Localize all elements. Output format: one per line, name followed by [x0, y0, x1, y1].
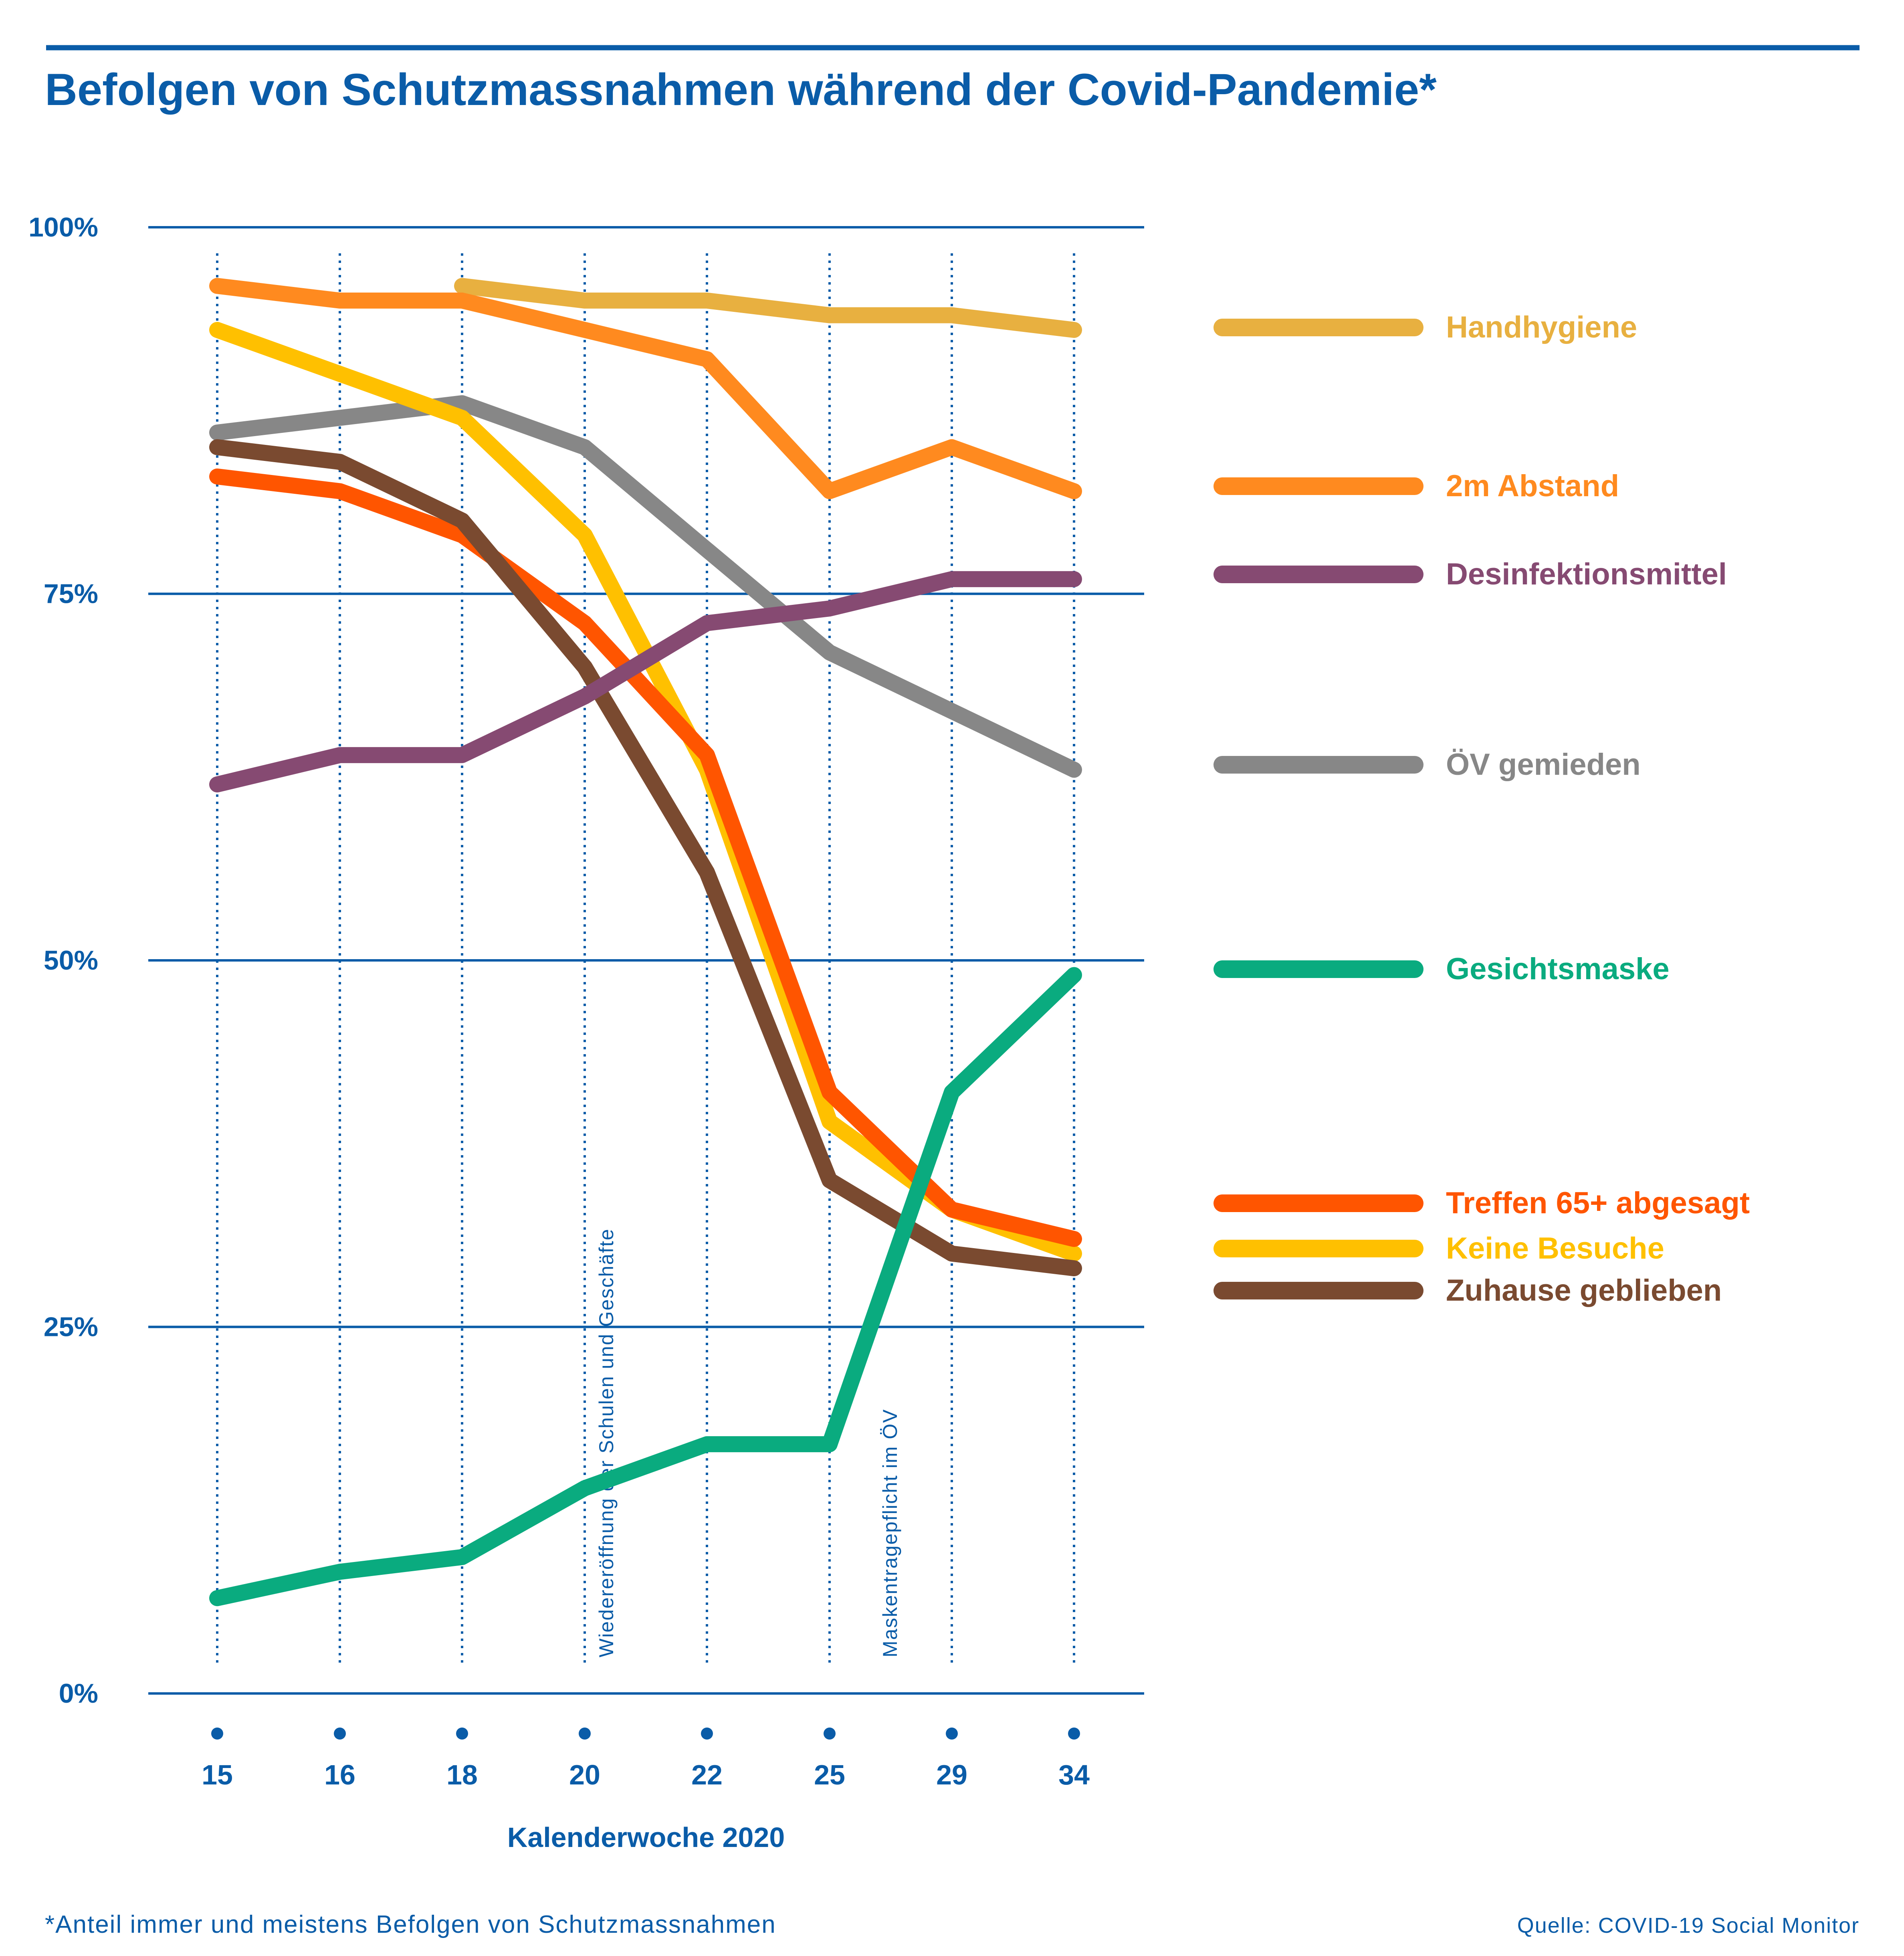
- x-tick-label: 25: [814, 1759, 845, 1790]
- x-tick-label: 15: [202, 1759, 233, 1790]
- legend-label: Treffen 65+ abgesagt: [1446, 1186, 1750, 1220]
- series-line-desinfektionsmittel: [209, 571, 1082, 793]
- y-tick-label: 25%: [44, 1312, 98, 1342]
- source: Quelle: COVID-19 Social Monitor: [1517, 1914, 1860, 1938]
- series-line-öv-gemieden: [209, 395, 1082, 778]
- x-tick-label: 18: [446, 1759, 478, 1790]
- series-line-2m-abstand: [209, 278, 1082, 499]
- series-line-gesichtsmaske: [209, 967, 1082, 1606]
- y-tick-label: 75%: [44, 579, 98, 609]
- x-tick-dot: [211, 1728, 223, 1740]
- x-tick-label: 34: [1058, 1759, 1090, 1790]
- legend-label: Keine Besuche: [1446, 1231, 1664, 1265]
- chart-title: Befolgen von Schutzmassnahmen während de…: [45, 65, 1437, 115]
- y-tick-label: 0%: [59, 1678, 98, 1709]
- legend: Handhygiene 2m Abstand Desinfektionsmittel…: [1213, 310, 1750, 1307]
- x-tick-dot: [946, 1728, 958, 1740]
- annotation-reopening: Wiedereröffnung der Schulen und Geschäft…: [595, 1228, 618, 1657]
- annotation-mask-duty: Maskentragepflicht im ÖV: [879, 1409, 901, 1657]
- legend-label: ÖV gemieden: [1446, 748, 1641, 782]
- axis-ticks: 0% 25% 50% 75% 100% 15 16 18 20 22 25 29 34: [28, 212, 1090, 1790]
- footnote: *Anteil immer und meistens Befolgen von …: [45, 1911, 776, 1938]
- x-tick-dot: [579, 1728, 591, 1740]
- x-tick-label: 22: [691, 1759, 723, 1790]
- legend-label: Handhygiene: [1446, 310, 1637, 344]
- x-tick-dot: [1068, 1728, 1080, 1740]
- x-tick-dot: [701, 1728, 713, 1740]
- y-tick-label: 100%: [28, 212, 98, 242]
- series: [209, 278, 1082, 1606]
- series-line-treffen-65-abgesagt: [209, 468, 1082, 1247]
- legend-label: 2m Abstand: [1446, 469, 1619, 503]
- series-line-zuhause-geblieben: [209, 439, 1082, 1277]
- annotations: Wiedereröffnung der Schulen und Geschäft…: [595, 1228, 901, 1657]
- y-tick-label: 50%: [44, 945, 98, 976]
- x-axis-label: Kalenderwoche 2020: [507, 1822, 785, 1853]
- x-tick-label: 29: [936, 1759, 967, 1790]
- x-tick-dot: [334, 1728, 346, 1740]
- legend-label: Gesichtsmaske: [1446, 952, 1670, 986]
- series-line-handhygiene: [454, 278, 1082, 338]
- x-tick-label: 16: [324, 1759, 355, 1790]
- x-tick-dot: [824, 1728, 836, 1740]
- x-tick-dot: [456, 1728, 468, 1740]
- grid: [148, 226, 1144, 1695]
- x-tick-label: 20: [569, 1759, 600, 1790]
- legend-label: Zuhause geblieben: [1446, 1273, 1722, 1307]
- legend-label: Desinfektionsmittel: [1446, 557, 1727, 591]
